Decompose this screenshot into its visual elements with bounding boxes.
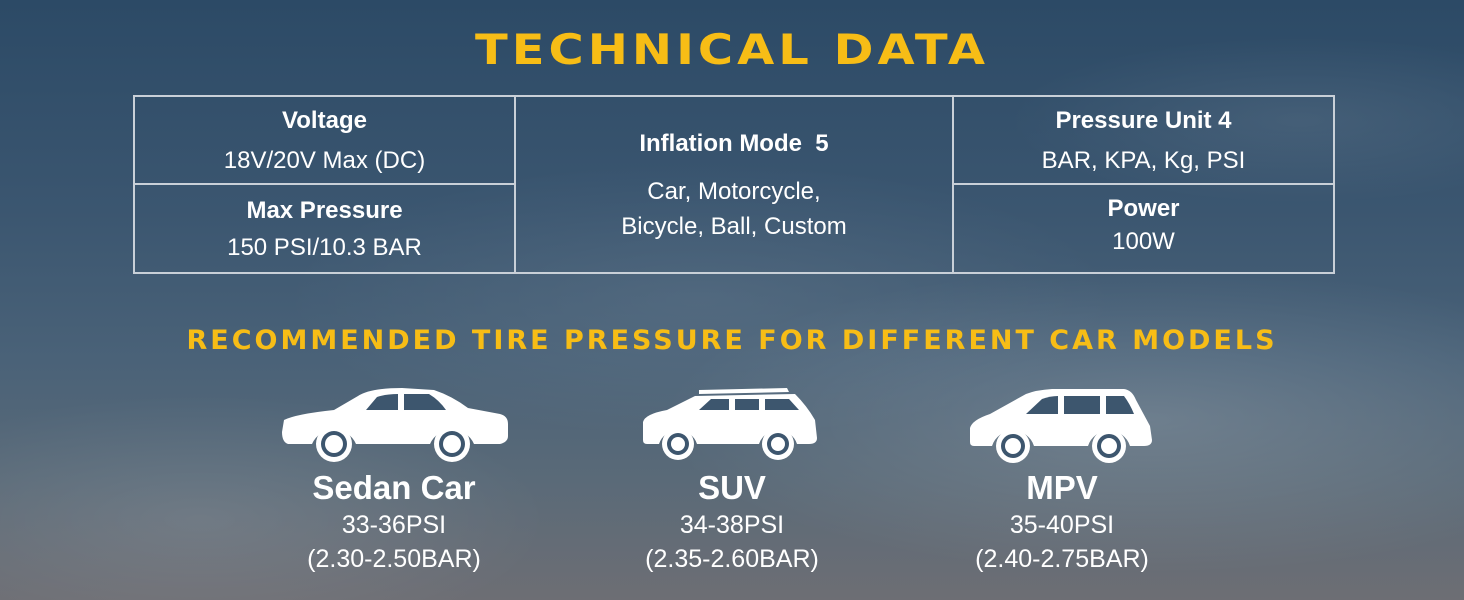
model-psi: 34-38PSI (679, 511, 785, 539)
max-pressure-label: Max Pressure (246, 197, 403, 224)
suv-icon (643, 388, 817, 460)
model-name: SUV (698, 469, 766, 506)
spec-power: Power 100W (954, 185, 1333, 272)
max-pressure-value: 150 PSI/10.3 BAR (227, 234, 422, 261)
spec-pressure-unit: Pressure Unit 4 BAR, KPA, Kg, PSI (954, 97, 1333, 185)
spec-max-pressure: Max Pressure 150 PSI/10.3 BAR (135, 185, 516, 272)
model-psi: 35-40PSI (1009, 511, 1115, 539)
section-subtitle: RECOMMENDED TIRE PRESSURE FOR DIFFERENT … (186, 325, 1278, 356)
pressure-unit-value: BAR, KPA, Kg, PSI (1041, 147, 1246, 174)
model-name: Sedan Car (312, 469, 476, 506)
model-bar: (2.30-2.50BAR) (307, 545, 481, 573)
model-name: MPV (1026, 469, 1098, 506)
model-sedan: Sedan Car 33-36PSI (2.30-2.50BAR) (229, 380, 559, 573)
power-value: 100W (1112, 228, 1175, 255)
power-label: Power (1107, 195, 1180, 222)
page-title: TECHNICAL DATA (474, 25, 990, 75)
voltage-label: Voltage (282, 107, 367, 134)
model-mpv: MPV 35-40PSI (2.40-2.75BAR) (897, 380, 1227, 573)
inflation-mode-value-line2: Bicycle, Ball, Custom (621, 213, 847, 240)
model-bar: (2.35-2.60BAR) (645, 545, 819, 573)
model-bar: (2.40-2.75BAR) (975, 545, 1149, 573)
inflation-mode-value-line1: Car, Motorcycle, (647, 178, 821, 205)
inflation-mode-label: Inflation Mode 5 (639, 130, 829, 157)
model-psi: 33-36PSI (341, 511, 447, 539)
spec-table: Voltage 18V/20V Max (DC) Max Pressure 15… (133, 95, 1335, 274)
model-suv: SUV 34-38PSI (2.35-2.60BAR) (567, 380, 897, 573)
mpv-icon (970, 389, 1152, 463)
spec-voltage: Voltage 18V/20V Max (DC) (135, 97, 516, 185)
voltage-value: 18V/20V Max (DC) (223, 147, 426, 174)
sedan-car-icon (282, 388, 508, 462)
spec-inflation-mode: Inflation Mode 5 Car, Motorcycle, Bicycl… (516, 97, 954, 272)
pressure-unit-label: Pressure Unit 4 (1055, 107, 1232, 134)
